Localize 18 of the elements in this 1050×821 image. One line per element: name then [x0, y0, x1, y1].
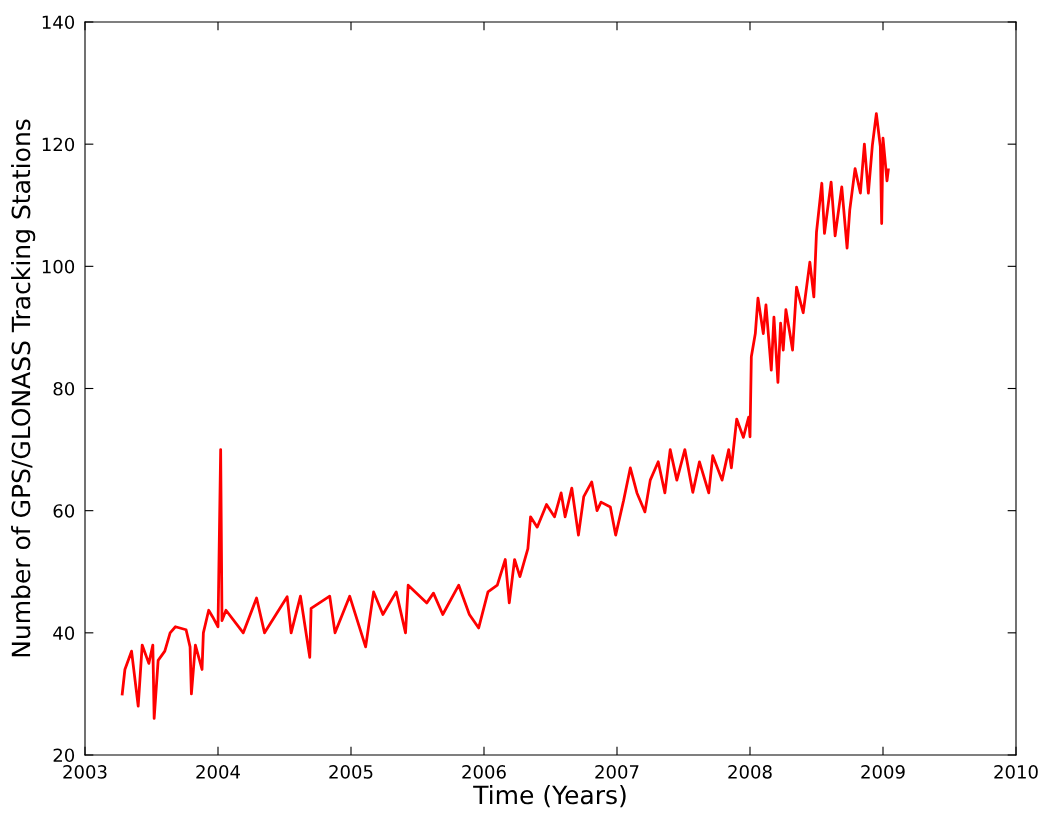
y-tick-label: 120 [42, 137, 75, 152]
y-tick-label: 140 [42, 15, 75, 30]
x-tick-label: 2006 [462, 765, 506, 779]
x-tick-label: 2004 [196, 765, 240, 779]
x-tick-label: 2008 [728, 765, 772, 779]
line-series [120, 112, 890, 720]
x-tick-label: 2007 [595, 765, 639, 779]
y-tick-label: 80 [53, 381, 75, 396]
x-tick-label: 2010 [994, 765, 1038, 779]
x-tick-label: 2009 [861, 765, 905, 779]
x-tick-label: 2005 [329, 765, 373, 779]
x-tick-label: 2003 [63, 765, 107, 779]
y-tick-label: 60 [53, 504, 75, 518]
x-axis-title: Time (Years) [473, 784, 626, 808]
y-tick-label: 40 [53, 626, 75, 640]
y-tick-label: 20 [53, 748, 75, 763]
y-axis-title: Number of GPS/GLONASS Tracking Stations [11, 119, 36, 657]
y-tick-label: 100 [42, 259, 75, 274]
